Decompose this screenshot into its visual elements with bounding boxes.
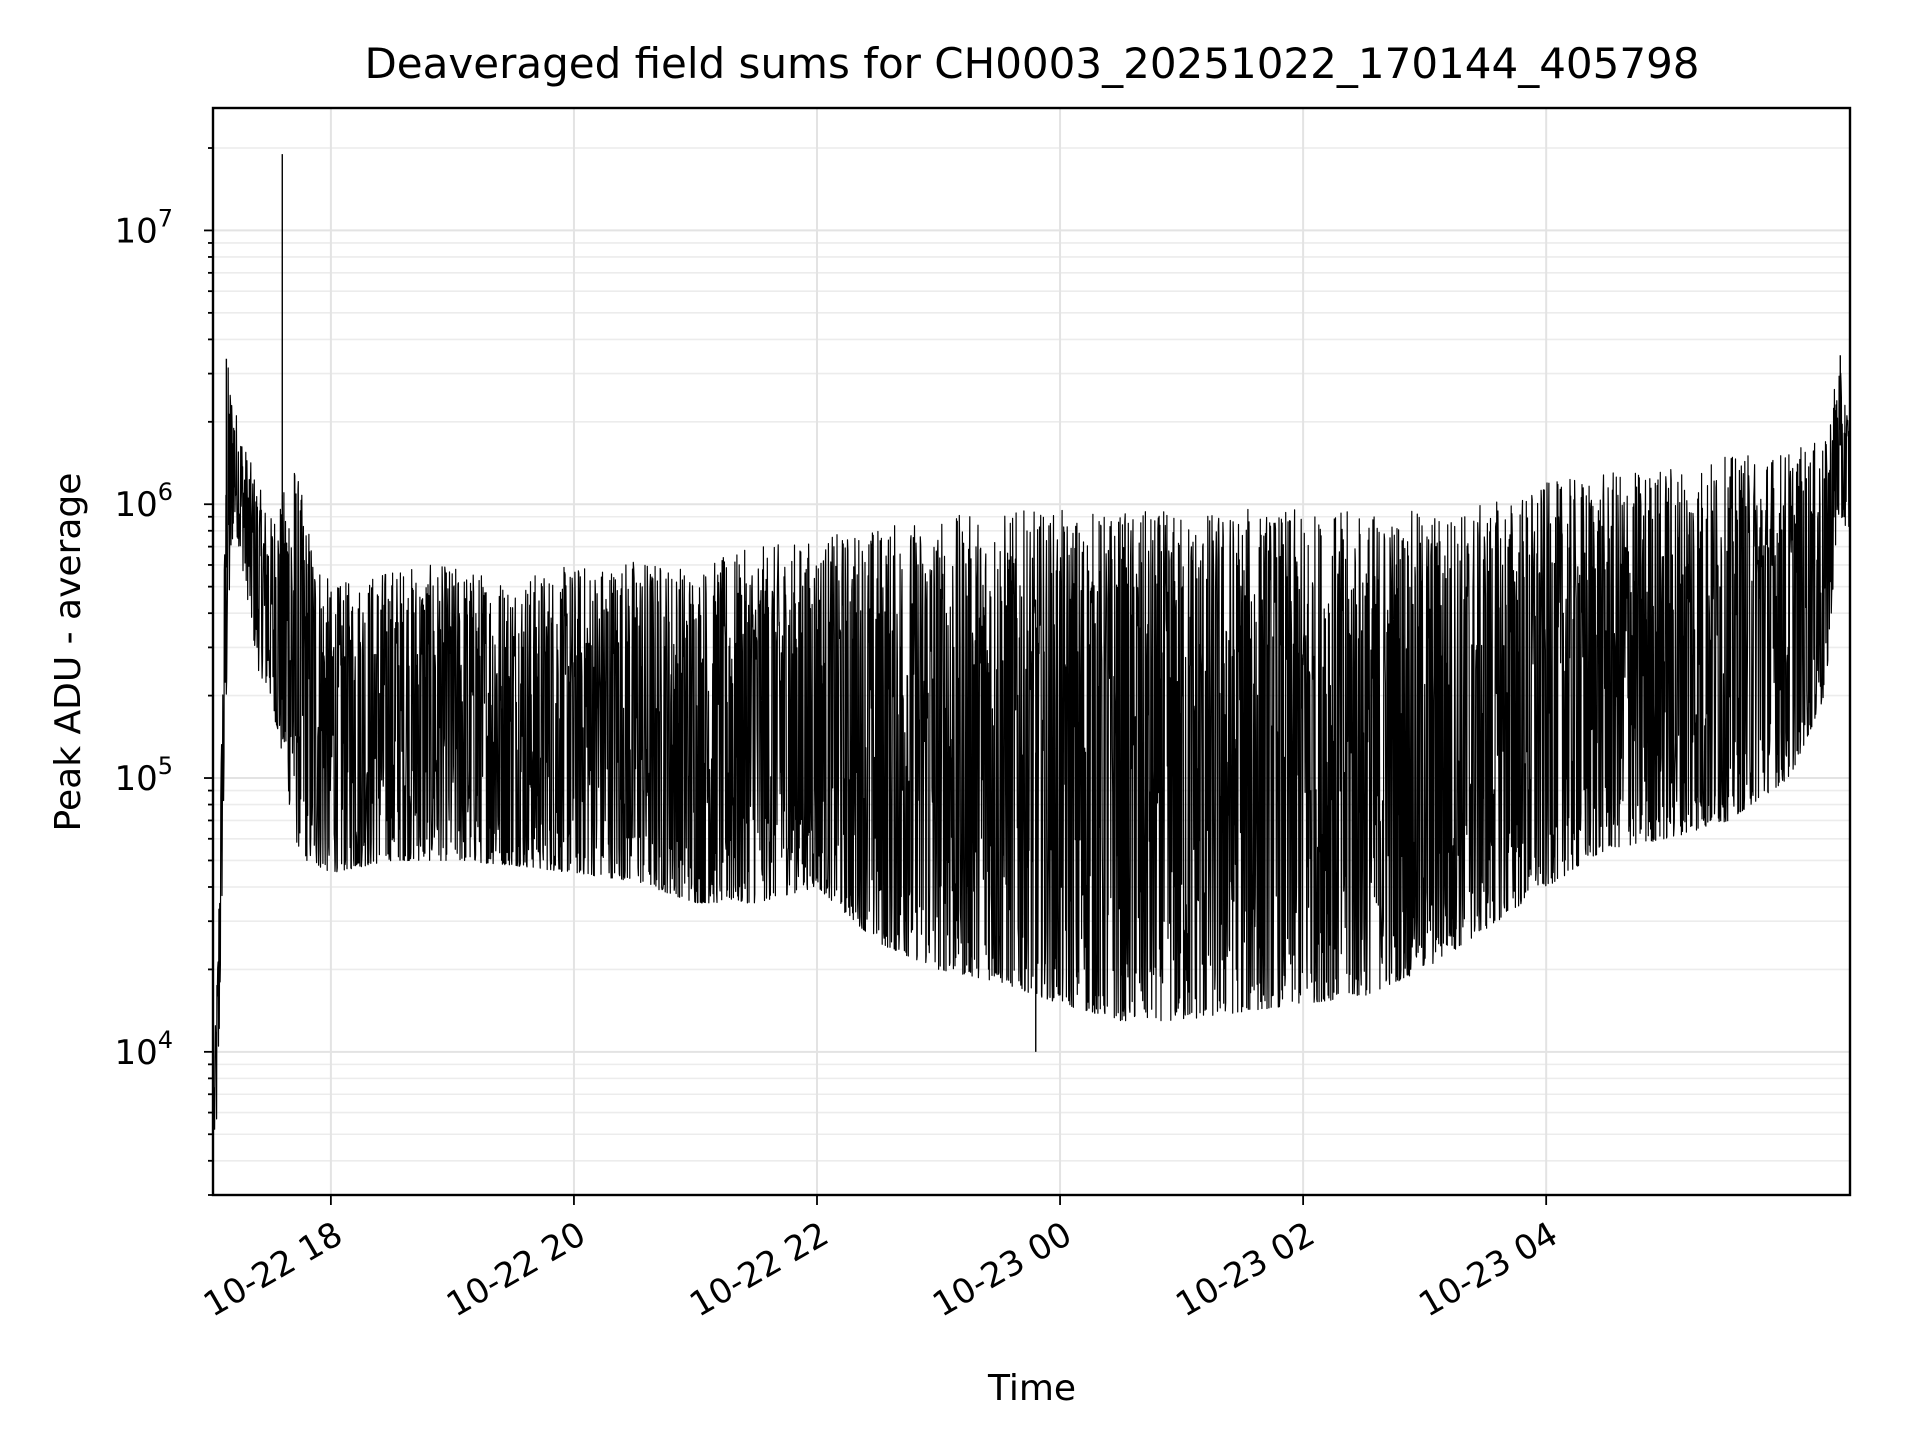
data-series [213, 154, 1851, 1130]
data-line [213, 367, 1851, 1130]
y-tick-label: 105 [114, 752, 173, 799]
y-tick-label: 106 [114, 478, 173, 525]
chart-title: Deaveraged field sums for CH0003_2025102… [364, 39, 1699, 88]
y-axis-label: Peak ADU - average [48, 473, 89, 832]
plot-frame [211, 106, 1852, 1197]
y-axis: 104 105 106 107 [114, 147, 213, 1196]
y-tick-label: 107 [114, 204, 173, 251]
y-tick-label: 104 [114, 1026, 173, 1073]
x-axis-label: Time [987, 1368, 1076, 1409]
